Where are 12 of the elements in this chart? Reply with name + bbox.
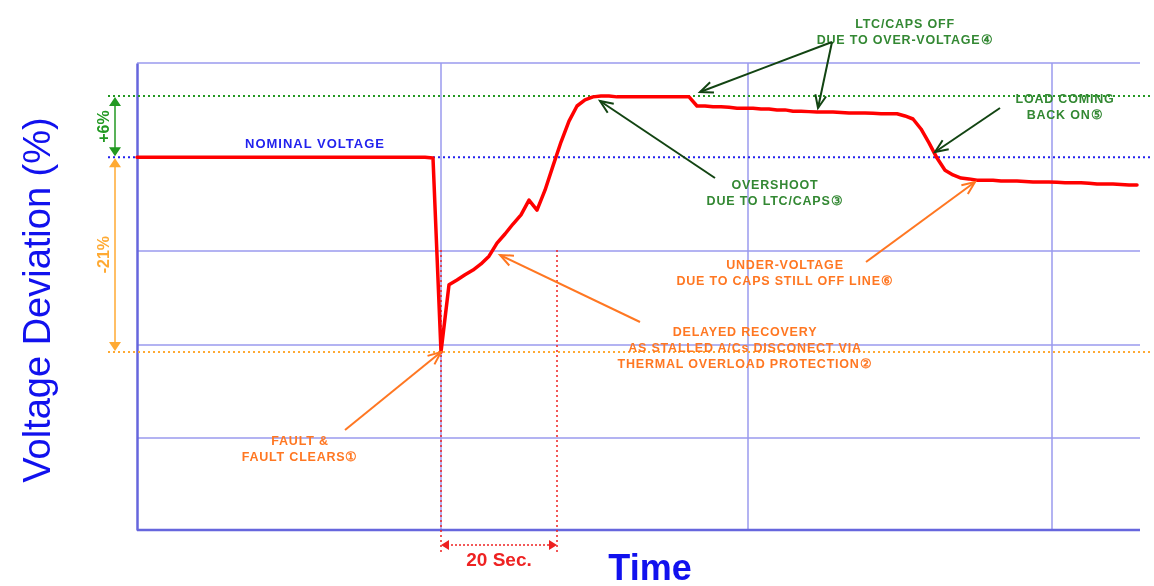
text: LTC/CAPS OFF DUE TO OVER-VOLTAGE④ [816,17,994,47]
text: 20 Sec. [466,549,532,570]
annotation: LOAD COMING BACK ON⑤ [1015,92,1115,122]
annotation: UNDER-VOLTAGE DUE TO CAPS STILL OFF LINE⑥ [676,258,894,288]
text: -21% [95,235,112,274]
x-axis-title: Time [608,547,692,586]
annotation: OVERSHOOT DUE TO LTC/CAPS③ [706,178,844,208]
annotation: NOMINAL VOLTAGE [245,136,385,152]
text: +6% [95,110,112,143]
annotation: DELAYED RECOVERY AS STALLED A/Cs DISCONECT VIA THERMAL OVERLOAD PROTECTION② [617,325,873,371]
y-axis-title: Voltage Deviation (%) [16,117,58,483]
annotation: FAULT & FAULT CLEARS① [241,434,359,464]
